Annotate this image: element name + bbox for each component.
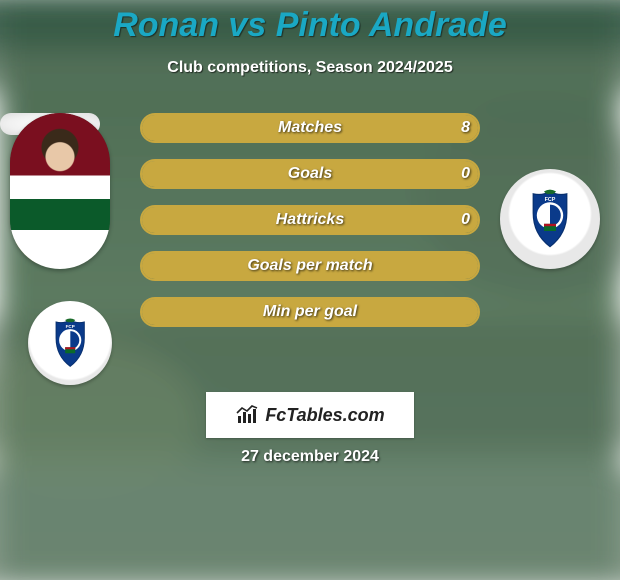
brand-text: FcTables.com (265, 405, 384, 426)
bar-label: Min per goal (140, 297, 480, 327)
bar-label: Matches (140, 113, 480, 143)
chart-icon (235, 403, 259, 427)
page-title: Ronan vs Pinto Andrade (0, 0, 620, 45)
bar-label: Hattricks (140, 205, 480, 235)
stat-row: Goals per match (140, 251, 480, 281)
subtitle: Club competitions, Season 2024/2025 (0, 59, 620, 77)
bar-value-right: 0 (451, 205, 480, 235)
svg-text:FCP: FCP (65, 324, 74, 329)
player-left-photo (10, 113, 110, 269)
porto-crest-icon: FCP (45, 318, 95, 368)
porto-crest-icon: FCP (520, 189, 580, 249)
stat-row: Goals0 (140, 159, 480, 189)
stat-row: Min per goal (140, 297, 480, 327)
club-badge-left: FCP (28, 301, 112, 385)
date-text: 27 december 2024 (0, 448, 620, 466)
club-badge-right: FCP (500, 169, 600, 269)
bar-value-right: 8 (451, 113, 480, 143)
bar-value-right: 0 (451, 159, 480, 189)
stat-row: Matches8 (140, 113, 480, 143)
stat-row: Hattricks0 (140, 205, 480, 235)
title-text: Ronan vs Pinto Andrade (113, 6, 507, 44)
brand-box: FcTables.com (206, 392, 414, 438)
comparison-area: FCP FCP Matches8Goals0Hattricks0Goals pe… (0, 113, 620, 373)
bar-label: Goals per match (140, 251, 480, 281)
svg-text:FCP: FCP (545, 197, 556, 203)
stat-bars: Matches8Goals0Hattricks0Goals per matchM… (140, 113, 480, 343)
bar-label: Goals (140, 159, 480, 189)
